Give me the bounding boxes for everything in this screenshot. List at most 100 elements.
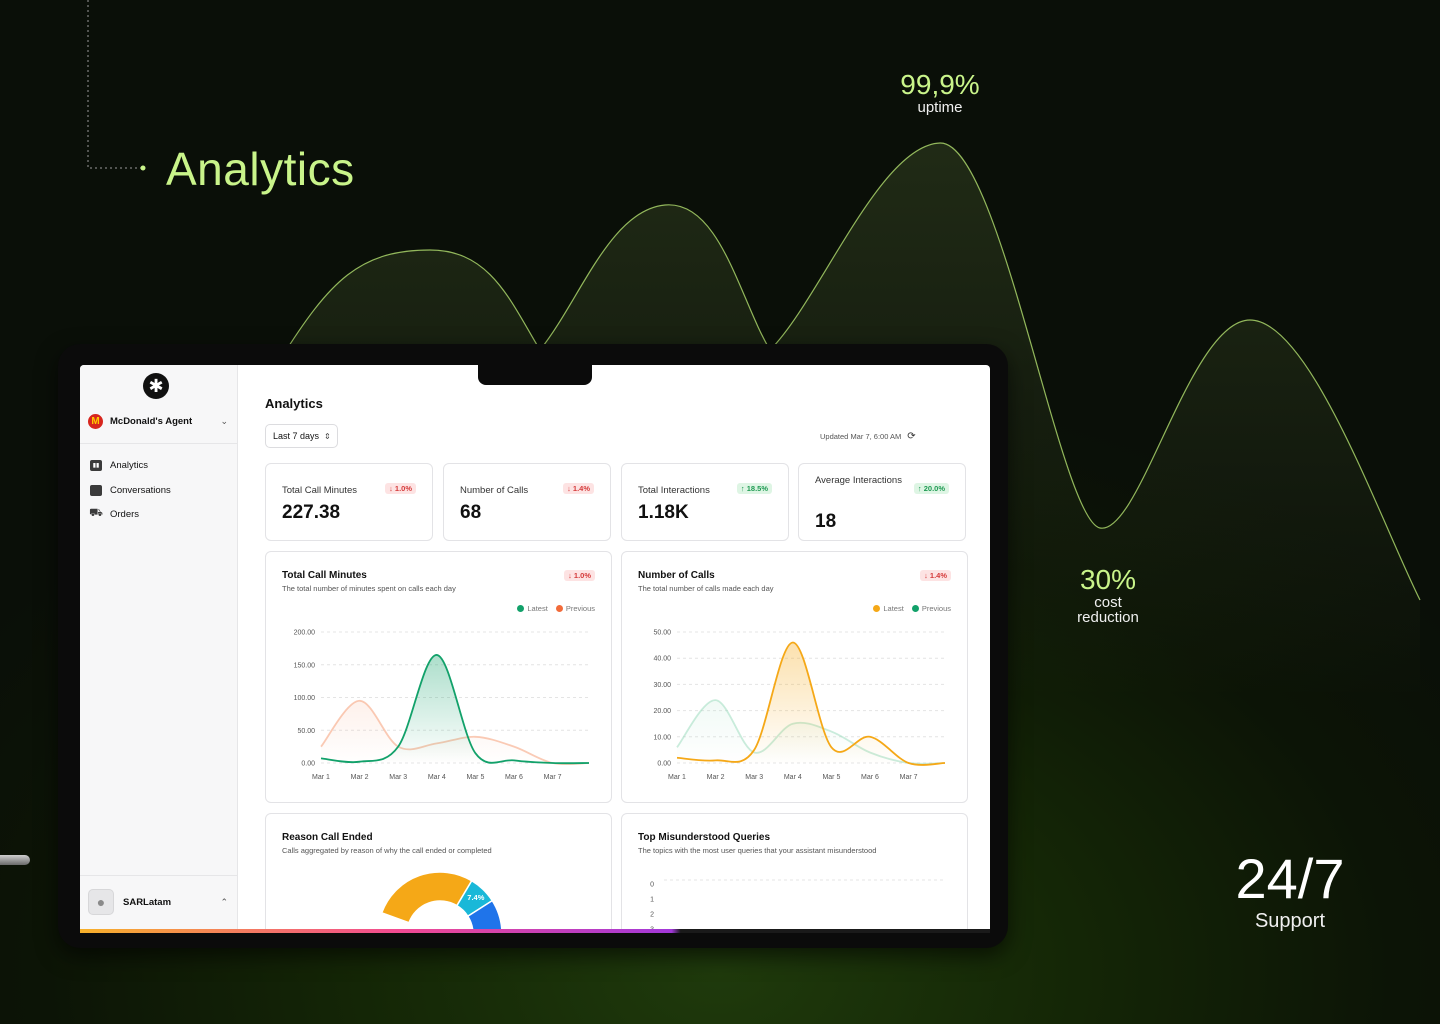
support-value: 24/7 — [1235, 847, 1345, 910]
chart-legend: Latest Previous — [509, 604, 595, 613]
x-tick-label: Mar 6 — [505, 774, 523, 781]
legend-label: Previous — [921, 604, 951, 613]
sidebar-item-label: Conversations — [110, 484, 171, 496]
updated-timestamp: Updated Mar 7, 6:00 AM ⟳ — [820, 431, 916, 442]
series-area-previous — [321, 700, 589, 765]
card-subtitle: Calls aggregated by reason of why the ca… — [282, 846, 492, 855]
kpi-value: 1.18K — [638, 502, 689, 523]
sidebar-item-label: Orders — [110, 508, 140, 520]
x-tick-label: Mar 7 — [544, 774, 562, 781]
support-label: Support — [1254, 910, 1326, 932]
x-tick-label: Mar 4 — [784, 774, 802, 781]
kpi-value: 227.38 — [282, 502, 341, 523]
series-line-latest — [676, 641, 946, 766]
sidebar: ✱ M McDonald's Agent ⌄ ▮▮ Analytics Conv… — [80, 365, 238, 929]
donut-slice-label: 16.2% — [481, 927, 503, 929]
series-area-latest — [677, 642, 945, 765]
series-area-latest — [321, 654, 589, 764]
app-logo-icon[interactable]: ✱ — [143, 373, 169, 399]
chart-card-top-misunderstood-queries: Top Misunderstood Queries The topics wit… — [621, 813, 968, 929]
card-title: Top Misunderstood Queries — [638, 832, 771, 843]
app-screen: ✱ M McDonald's Agent ⌄ ▮▮ Analytics Conv… — [80, 365, 990, 929]
reason-donut-chart: 7.4% 16.2% — [380, 871, 503, 929]
cost-label-line1: cost — [1094, 594, 1122, 611]
agent-selector[interactable]: M McDonald's Agent ⌄ — [88, 411, 228, 431]
sidebar-divider — [80, 875, 238, 876]
y-tick-label: 20.00 — [653, 708, 671, 715]
decorative-sliver — [0, 855, 30, 865]
user-menu[interactable]: ● SARLatam ⌃ — [88, 889, 228, 915]
chart-legend: Latest Previous — [865, 604, 951, 613]
sidebar-item-conversations[interactable]: Conversations — [90, 481, 230, 499]
x-tick-label: Mar 3 — [389, 774, 407, 781]
x-tick-label: Mar 1 — [668, 774, 686, 781]
chart-card-number-of-calls: Number of Calls The total number of call… — [621, 551, 968, 803]
card-subtitle: The total number of minutes spent on cal… — [282, 584, 456, 593]
misunderstood-queries-chart: 0 1 2 3 — [650, 879, 945, 930]
support-stat: 24/7 Support — [1215, 847, 1365, 933]
kpi-card-number-of-calls: Number of Calls ↓ 1.4% 68 — [443, 463, 611, 541]
x-tick-label: Mar 5 — [466, 774, 484, 781]
card-subtitle: The topics with the most user queries th… — [638, 846, 877, 855]
series-line-latest — [320, 654, 590, 765]
legend-label: Latest — [527, 604, 548, 613]
agent-name: McDonald's Agent — [110, 415, 193, 427]
inbox-icon — [90, 484, 102, 496]
x-tick-label: Mar 6 — [861, 774, 879, 781]
uptime-value: 99,9% — [900, 69, 980, 100]
legend-label: Latest — [883, 604, 904, 613]
x-tick-label: Mar 2 — [351, 774, 369, 781]
kpi-card-total-call-minutes: Total Call Minutes ↓ 1.0% 227.38 — [265, 463, 433, 541]
card-title: Total Call Minutes — [282, 570, 367, 581]
y-tick-label: 1 — [650, 897, 654, 904]
kpi-label: Total Interactions — [638, 485, 710, 496]
change-badge: ↓ 1.4% — [920, 570, 951, 581]
mcdonalds-logo-icon: M — [88, 413, 103, 429]
chart-card-reason-call-ended: Reason Call Ended Calls aggregated by re… — [265, 813, 612, 929]
donut-slice-label: 7.4% — [467, 893, 484, 902]
date-range-select[interactable]: Last 7 days ⇕ — [265, 424, 338, 448]
card-subtitle: The total number of calls made each day — [638, 584, 774, 593]
cost-label-line2: reduction — [1077, 609, 1139, 626]
kpi-card-total-interactions: Total Interactions ↑ 18.5% 1.18K — [621, 463, 789, 541]
refresh-icon[interactable]: ⟳ — [907, 431, 916, 442]
bar-chart-icon: ▮▮ — [90, 459, 102, 471]
screen-bottom-glow — [80, 929, 990, 933]
y-tick-label: 3 — [650, 927, 654, 930]
number-of-calls-chart: 50.00 40.00 30.00 20.00 10.00 0.00 Mar 1 Mar 2 M… — [653, 630, 946, 781]
avatar: ● — [88, 889, 114, 915]
donut-slice — [380, 871, 473, 924]
kpi-label: Total Call Minutes — [282, 485, 357, 496]
uptime-label: uptime — [917, 99, 963, 116]
sidebar-divider — [80, 443, 238, 444]
sidebar-item-orders[interactable]: ⛟ Orders — [89, 505, 230, 523]
change-badge: ↓ 1.0% — [564, 570, 595, 581]
y-tick-label: 50.00 — [653, 630, 671, 637]
kpi-card-average-interactions: Average Interactions ↑ 20.0% 18 — [798, 463, 966, 541]
sidebar-item-label: Analytics — [110, 459, 149, 471]
legend-dot — [911, 605, 919, 612]
camera-notch — [478, 364, 592, 385]
kpi-label: Number of Calls — [460, 485, 529, 496]
chevron-down-icon: ⌄ — [220, 415, 228, 426]
x-tick-label: Mar 5 — [822, 774, 840, 781]
legend-previous: Previous — [911, 604, 951, 613]
card-title: Number of Calls — [638, 570, 715, 581]
donut-slice — [466, 899, 503, 929]
y-tick-label: 40.00 — [653, 656, 671, 663]
user-name: SARLatam — [123, 896, 172, 908]
sidebar-item-analytics[interactable]: ▮▮ Analytics — [90, 456, 230, 474]
y-tick-label: 2 — [650, 912, 654, 919]
change-badge: ↑ 18.5% — [736, 483, 772, 494]
y-tick-label: 100.00 — [294, 695, 316, 702]
y-tick-label: 0.00 — [657, 761, 671, 768]
x-tick-label: Mar 4 — [428, 774, 446, 781]
y-tick-label: 200.00 — [294, 630, 316, 637]
y-tick-label: 0 — [650, 882, 654, 889]
x-tick-label: Mar 7 — [900, 774, 918, 781]
x-tick-label: Mar 1 — [312, 774, 330, 781]
x-tick-label: Mar 2 — [707, 774, 725, 781]
legend-latest: Latest — [873, 604, 904, 613]
total-call-minutes-chart: 200.00 150.00 100.00 50.00 0.00 Mar 1 Mar 2 Mar… — [294, 630, 590, 781]
hero-title: Analytics — [166, 143, 355, 195]
